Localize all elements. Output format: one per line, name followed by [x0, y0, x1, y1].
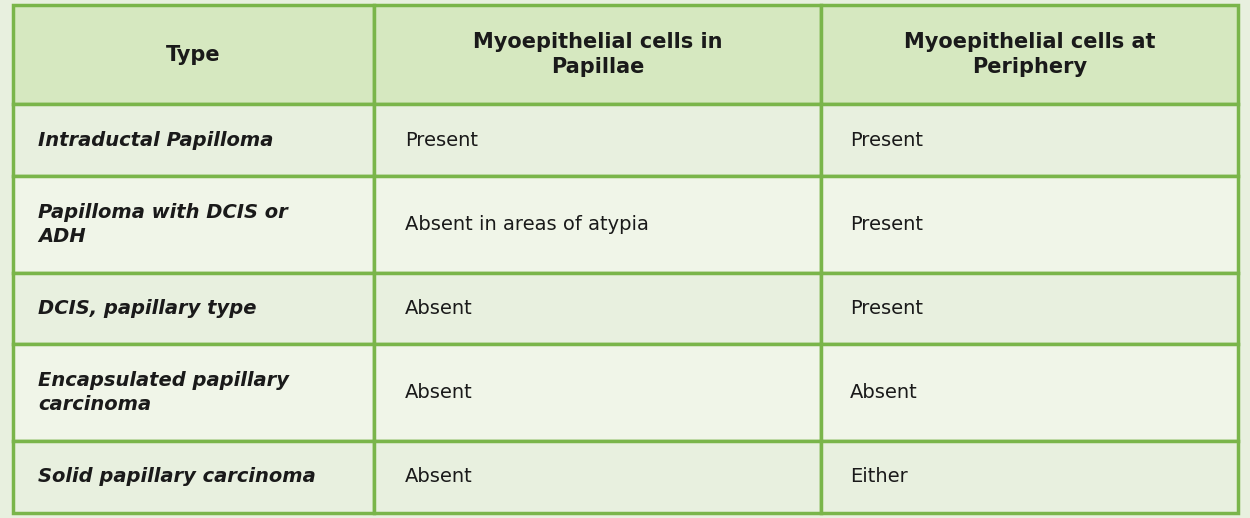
Text: Present: Present [850, 299, 924, 318]
Bar [12, 344, 374, 441]
Text: Solid papillary carcinoma: Solid papillary carcinoma [38, 467, 315, 486]
Bar [821, 5, 1238, 104]
Text: Absent: Absent [850, 383, 918, 402]
Bar [12, 272, 374, 344]
Text: Papilloma with DCIS or
ADH: Papilloma with DCIS or ADH [38, 203, 288, 246]
Bar [821, 272, 1238, 344]
Bar [374, 104, 821, 176]
Text: Myoepithelial cells at
Periphery: Myoepithelial cells at Periphery [904, 32, 1155, 78]
Bar [12, 176, 374, 272]
Bar [374, 441, 821, 513]
Bar [374, 5, 821, 104]
Bar [821, 344, 1238, 441]
Bar [12, 104, 374, 176]
Bar [821, 441, 1238, 513]
Text: Encapsulated papillary
carcinoma: Encapsulated papillary carcinoma [38, 371, 289, 414]
Bar [821, 176, 1238, 272]
Text: Absent in areas of atypia: Absent in areas of atypia [405, 215, 649, 234]
Text: Present: Present [850, 131, 924, 150]
Text: Myoepithelial cells in
Papillae: Myoepithelial cells in Papillae [472, 32, 722, 78]
Text: Present: Present [405, 131, 479, 150]
Bar [821, 104, 1238, 176]
Text: Present: Present [850, 215, 924, 234]
Text: DCIS, papillary type: DCIS, papillary type [38, 299, 256, 318]
Bar [374, 344, 821, 441]
Text: Intraductal Papilloma: Intraductal Papilloma [38, 131, 274, 150]
Text: Absent: Absent [405, 383, 472, 402]
Text: Type: Type [166, 45, 220, 65]
Bar [12, 441, 374, 513]
Text: Either: Either [850, 467, 908, 486]
Bar [374, 272, 821, 344]
Text: Absent: Absent [405, 467, 472, 486]
Text: Absent: Absent [405, 299, 472, 318]
Bar [374, 176, 821, 272]
Bar [12, 5, 374, 104]
